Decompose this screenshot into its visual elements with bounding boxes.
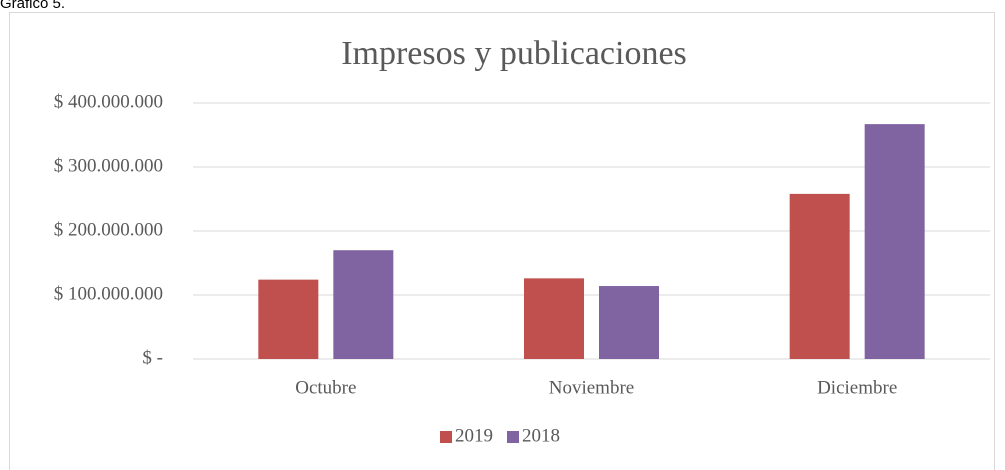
legend-swatch — [507, 431, 519, 443]
x-tick-label: Diciembre — [817, 377, 897, 398]
legend-label: 2019 — [455, 425, 493, 446]
bar — [789, 193, 850, 359]
y-tick-label: $ 300.000.000 — [54, 155, 163, 176]
bar — [258, 279, 319, 359]
caption: Gráfico 5. — [0, 0, 65, 12]
chart-title: Impresos y publicaciones — [341, 35, 687, 72]
legend-swatch — [440, 431, 452, 443]
y-tick-label: $ - — [142, 347, 163, 368]
y-tick-label: $ 200.000.000 — [54, 219, 163, 240]
bar — [599, 286, 659, 359]
y-tick-label: $ 100.000.000 — [54, 283, 163, 304]
bar — [524, 278, 584, 359]
x-tick-label: Noviembre — [549, 377, 634, 398]
legend-label: 2018 — [522, 425, 560, 446]
x-tick-label: Octubre — [295, 377, 356, 398]
y-tick-label: $ 400.000.000 — [54, 91, 163, 112]
bar — [864, 124, 925, 360]
bar — [333, 250, 394, 359]
